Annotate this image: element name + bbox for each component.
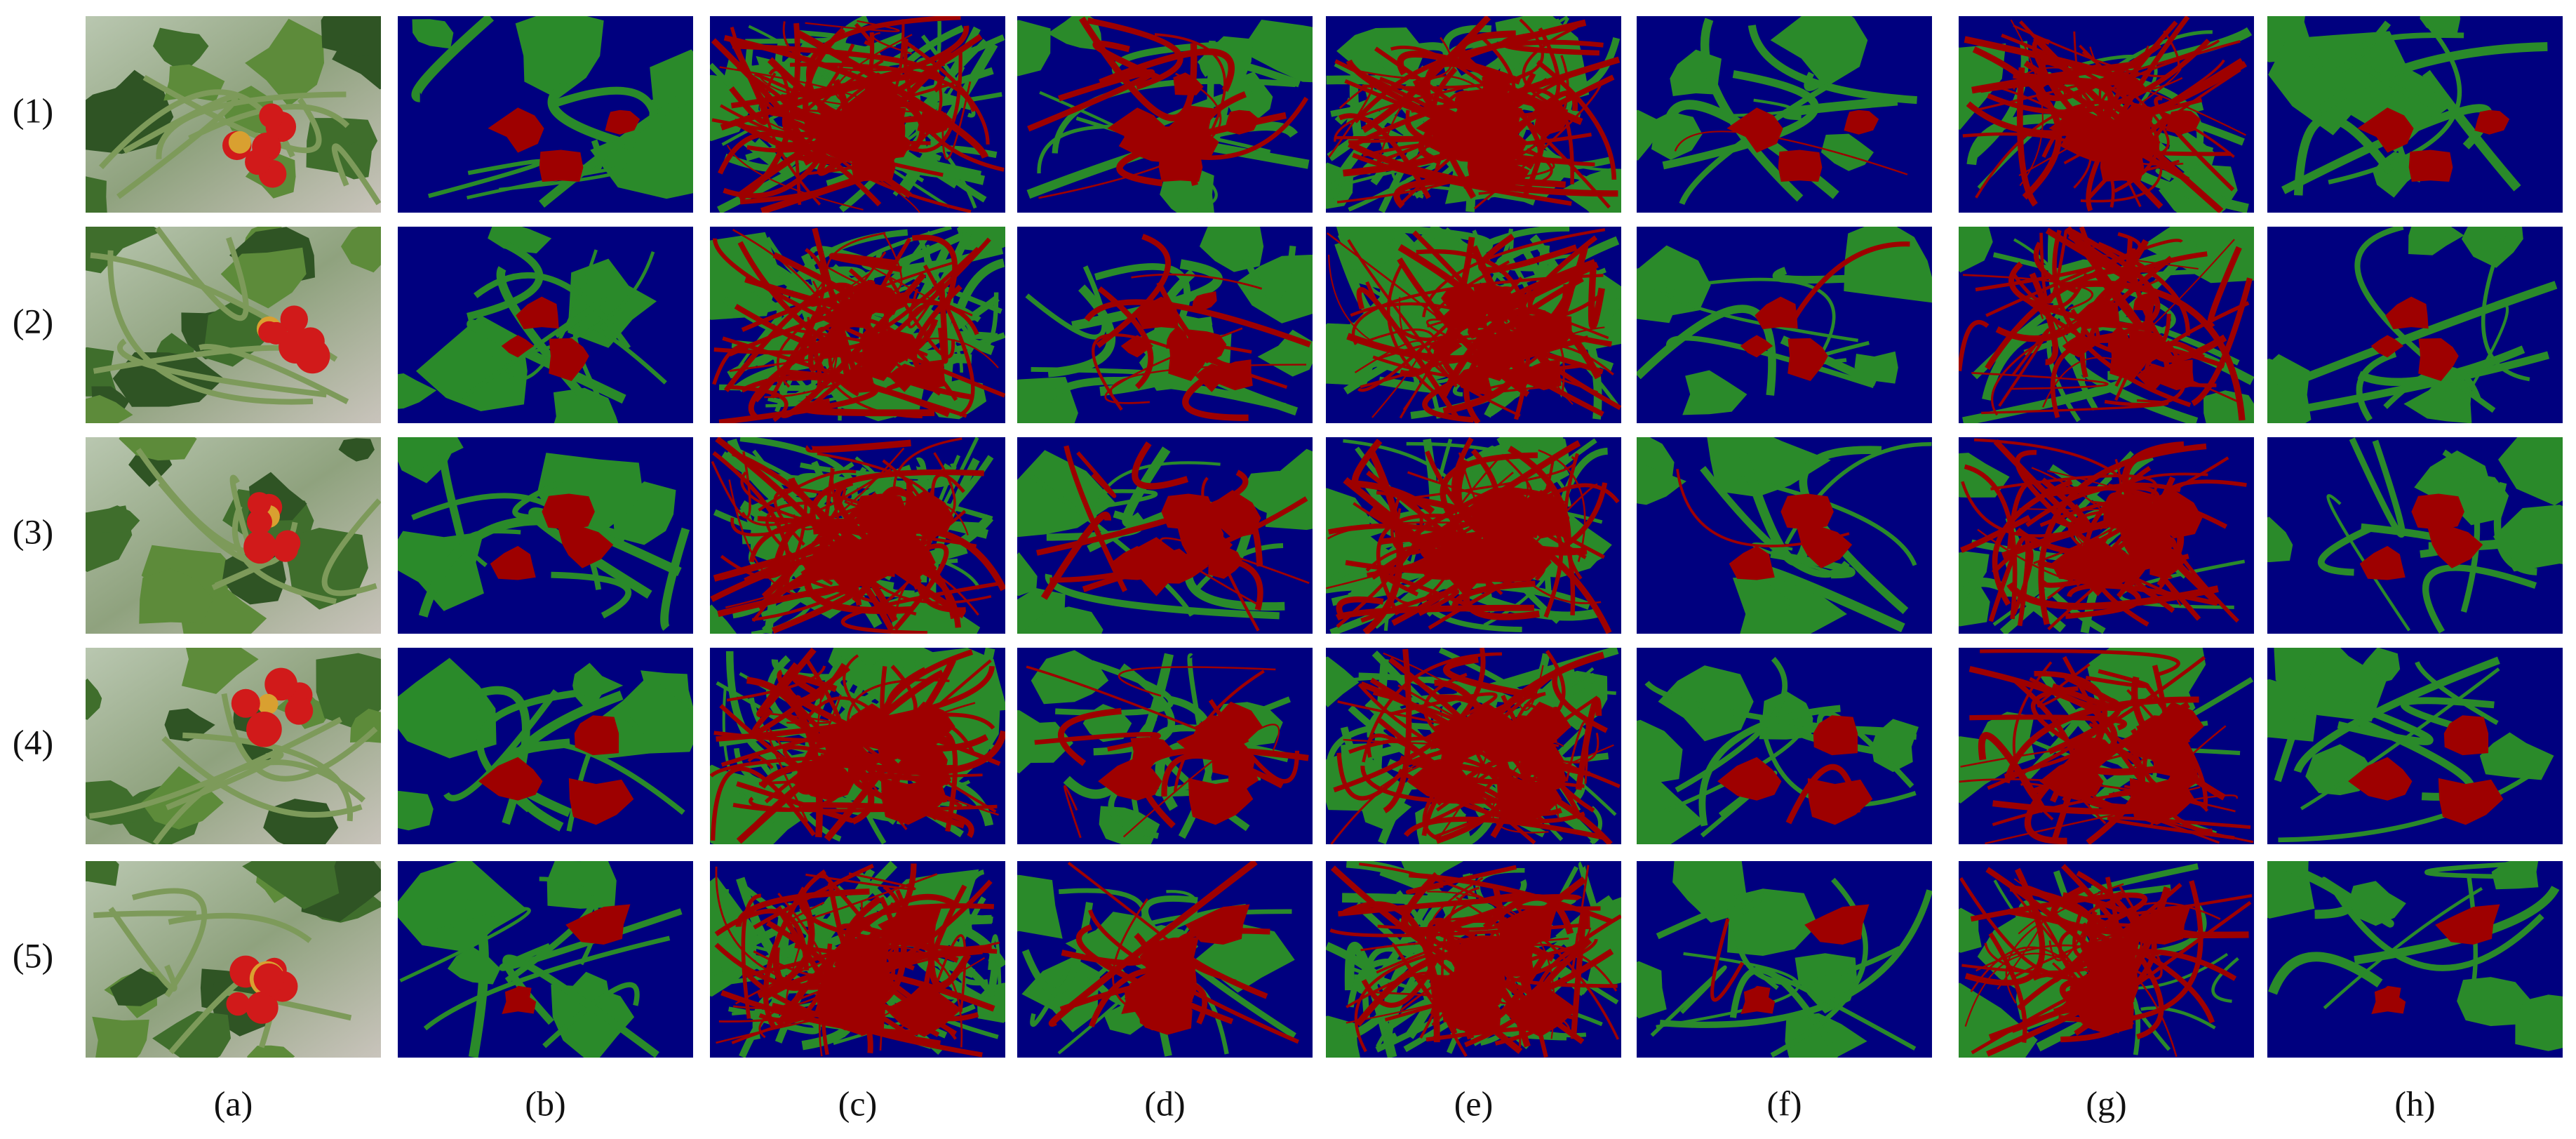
segmentation-map: [1599, 219, 1940, 423]
segmentation-map: [2227, 211, 2563, 439]
segmentation-map: [665, 200, 1031, 423]
tomato: [273, 537, 298, 562]
tomato: [243, 531, 276, 564]
segment-region: [539, 150, 584, 182]
segment-region: [2409, 150, 2453, 182]
tomato: [226, 992, 249, 1015]
row-label: (1): [13, 91, 53, 130]
tomato: [246, 712, 282, 747]
segmentation-map: [1609, 0, 1933, 213]
tomato: [285, 697, 313, 725]
row-label: (3): [13, 512, 53, 551]
segment-region: [55, 176, 107, 218]
segment-region: [92, 1017, 149, 1074]
segmentation-map: [2246, 432, 2576, 634]
segment-region: [2515, 994, 2576, 1051]
segmentation-map: [661, 621, 1007, 860]
segmentation-map: [1268, 412, 1621, 634]
segment-region: [1456, 89, 1510, 122]
column-label: (b): [525, 1084, 565, 1123]
segment-region: [51, 842, 119, 886]
column-label: (g): [2086, 1084, 2126, 1123]
segmentation-map: [981, 648, 1313, 846]
segmentation-map: [1592, 420, 1932, 660]
segment-region: [321, 0, 401, 56]
row-label: (5): [13, 935, 53, 975]
segmentation-map: [1285, 11, 1668, 234]
row-label: (4): [13, 722, 53, 761]
segmentation-map: [372, 221, 693, 457]
photo: [59, 619, 420, 849]
segmentation-map: [974, 861, 1313, 1058]
photo: [55, 0, 413, 218]
photo: [58, 419, 381, 663]
segment-region: [2411, 494, 2464, 530]
segmentation-map: [1906, 861, 2255, 1088]
tomato: [254, 964, 285, 994]
tomato: [248, 492, 271, 515]
segmentation-map: [671, 437, 1005, 666]
segmentation-map: [1616, 852, 1932, 1076]
segmentation-map: [1900, 16, 2255, 230]
column-label: (a): [214, 1084, 253, 1123]
segmentation-map: [673, 16, 1005, 213]
segmentation-map: [379, 648, 704, 844]
row-label: (2): [13, 301, 53, 340]
segmentation-map: [1923, 615, 2254, 844]
segment-stroke: [93, 913, 196, 915]
segmentation-map: [653, 861, 1027, 1058]
segment-region: [1778, 150, 1823, 182]
segmentation-map: [2200, 816, 2576, 1058]
tomato: [265, 322, 288, 345]
segment-region: [1780, 494, 1834, 530]
column-label: (c): [838, 1084, 878, 1123]
segmentation-map: [1294, 839, 1652, 1086]
segment-region: [1489, 933, 1535, 975]
segmentation-map: [952, 220, 1320, 450]
column-label: (h): [2394, 1084, 2435, 1123]
segmentation-map: [1926, 437, 2254, 634]
tomato: [257, 694, 278, 714]
photo: [51, 827, 391, 1075]
segment-region: [542, 494, 595, 530]
segmentation-map: [1933, 207, 2263, 441]
tomato: [229, 131, 251, 154]
column-label: (d): [1144, 1084, 1185, 1123]
segmentation-map: [398, 8, 749, 213]
segmentation-map: [986, 10, 1359, 222]
tomato: [232, 689, 260, 718]
segment-region: [547, 860, 617, 909]
segment-stroke: [941, 283, 946, 361]
segment-region: [1616, 961, 1667, 1019]
tomato: [296, 327, 324, 355]
tomato: [259, 103, 283, 128]
column-label: (f): [1767, 1084, 1802, 1123]
segmentation-map: [2222, 0, 2563, 213]
tomato: [245, 149, 271, 175]
column-label: (e): [1454, 1084, 1494, 1123]
segmentation-map: [1275, 213, 1638, 423]
segmentation-map: [1588, 648, 1932, 871]
segmentation-map: [2209, 624, 2563, 844]
photo: [36, 202, 406, 441]
segmentation-map: [1301, 648, 1621, 865]
segmentation-map: [380, 415, 693, 634]
segmentation-map: [975, 437, 1363, 657]
segment-region: [379, 789, 434, 830]
segmentation-map: [391, 858, 694, 1065]
